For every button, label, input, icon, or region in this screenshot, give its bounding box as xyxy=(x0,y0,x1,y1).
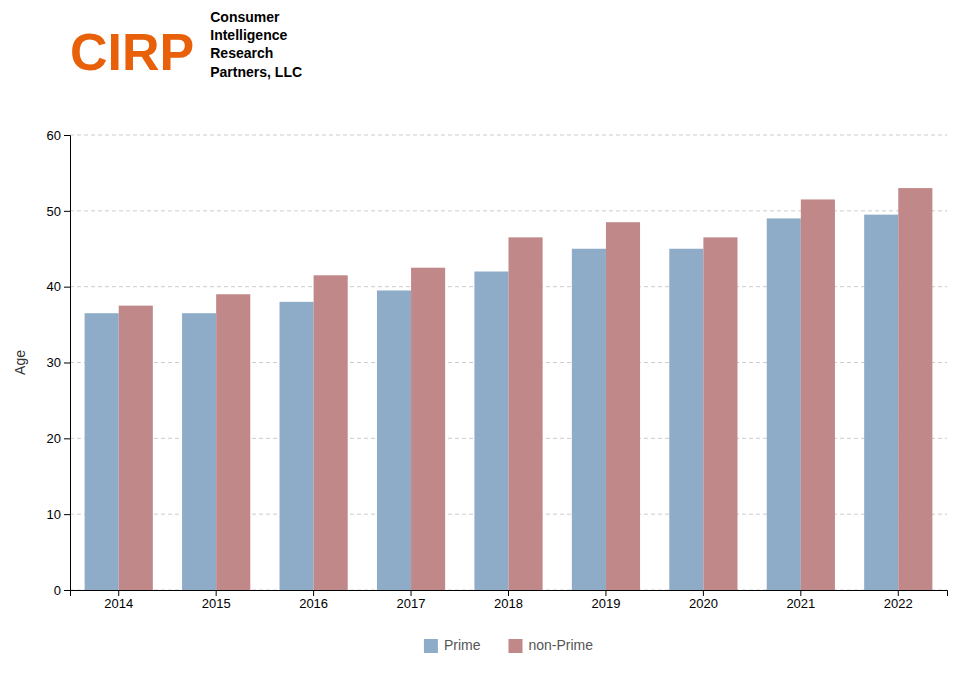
tick: 2015 xyxy=(202,590,231,611)
y-axis: 0 10 20 30 40 50 60 xyxy=(47,128,71,598)
tick-mark xyxy=(703,590,704,596)
tick-mark xyxy=(64,590,70,591)
series xyxy=(85,215,899,590)
tick-label: 2020 xyxy=(689,596,718,611)
tick: 60 xyxy=(47,128,70,143)
tick-mark xyxy=(118,590,119,596)
bar xyxy=(280,302,314,590)
tick: 2017 xyxy=(397,590,426,611)
bar xyxy=(864,215,898,590)
legend-swatch xyxy=(424,639,438,653)
tick: 2014 xyxy=(104,590,133,611)
tick: 2021 xyxy=(786,590,815,611)
tick-label: 40 xyxy=(47,279,61,294)
legend-swatch xyxy=(508,639,522,653)
bar xyxy=(767,218,801,590)
tick-mark xyxy=(64,211,70,212)
bar xyxy=(411,268,445,590)
tick: 30 xyxy=(47,355,70,370)
tick: 2019 xyxy=(591,590,620,611)
annotation: CIRP xyxy=(70,23,194,81)
tick-label: 0 xyxy=(54,583,61,598)
axis-title: Age xyxy=(12,350,28,375)
legend-label: Prime xyxy=(444,637,481,653)
tick-mark xyxy=(64,514,70,515)
tick: 10 xyxy=(47,507,70,522)
legend-label: non-Prime xyxy=(528,637,593,653)
tick-mark xyxy=(411,590,412,596)
bar xyxy=(669,249,703,590)
bar xyxy=(898,188,932,590)
tick-mark xyxy=(64,287,70,288)
bars xyxy=(85,188,933,590)
tick-label: 2014 xyxy=(104,596,133,611)
bar xyxy=(801,199,835,590)
annotation: ConsumerIntelligenceResearchPartners, LL… xyxy=(210,9,302,80)
bar xyxy=(572,249,606,590)
tick-mark xyxy=(800,590,801,596)
series xyxy=(119,188,933,590)
bar xyxy=(85,313,119,590)
axis-line xyxy=(71,591,948,597)
tick: 40 xyxy=(47,279,70,294)
tick: 2018 xyxy=(494,590,523,611)
bar xyxy=(377,290,411,590)
tick-label: 2015 xyxy=(202,596,231,611)
bar xyxy=(606,222,640,590)
chart: CIRP ConsumerIntelligenceResearchPartners… xyxy=(0,0,977,680)
tick: 2016 xyxy=(299,590,328,611)
tick: 0 xyxy=(54,583,70,598)
plot: 0 10 20 30 40 50 60 2014 2015 2016 2017 2018 2019 202… xyxy=(47,128,948,612)
bar xyxy=(474,272,508,591)
x-axis: 2014 2015 2016 2017 2018 2019 2020 2021 2022 xyxy=(71,590,948,611)
tick-label: 10 xyxy=(47,507,61,522)
tick-mark xyxy=(605,590,606,596)
tick-label: 2022 xyxy=(884,596,913,611)
tick-label: 2017 xyxy=(397,596,426,611)
bar xyxy=(509,237,543,590)
bar xyxy=(216,294,250,590)
tick: 50 xyxy=(47,203,70,218)
bar xyxy=(119,306,153,590)
grid-line xyxy=(70,135,947,136)
tick-label: 2019 xyxy=(591,596,620,611)
tick-mark xyxy=(64,135,70,136)
legend: Prime non-Prime xyxy=(424,637,593,653)
tick: 2022 xyxy=(884,590,913,611)
tick-mark xyxy=(64,438,70,439)
tick-label: 30 xyxy=(47,355,61,370)
tick: 20 xyxy=(47,431,70,446)
bar xyxy=(182,313,216,590)
tick-label: 20 xyxy=(47,431,61,446)
tick-mark xyxy=(898,590,899,596)
bar xyxy=(314,275,348,590)
axis-line xyxy=(64,136,71,591)
tick-mark xyxy=(313,590,314,596)
tick-label: 2021 xyxy=(786,596,815,611)
tick-mark xyxy=(64,363,70,364)
grid xyxy=(70,135,947,590)
tick-label: 2016 xyxy=(299,596,328,611)
legend-item: Prime xyxy=(424,637,481,653)
tick-label: 50 xyxy=(47,203,61,218)
tick-mark xyxy=(216,590,217,596)
tick-label: 60 xyxy=(47,128,61,143)
tick: 2020 xyxy=(689,590,718,611)
bar xyxy=(703,237,737,590)
legend-item: non-Prime xyxy=(508,637,593,653)
tick-label: 2018 xyxy=(494,596,523,611)
tick-mark xyxy=(508,590,509,596)
